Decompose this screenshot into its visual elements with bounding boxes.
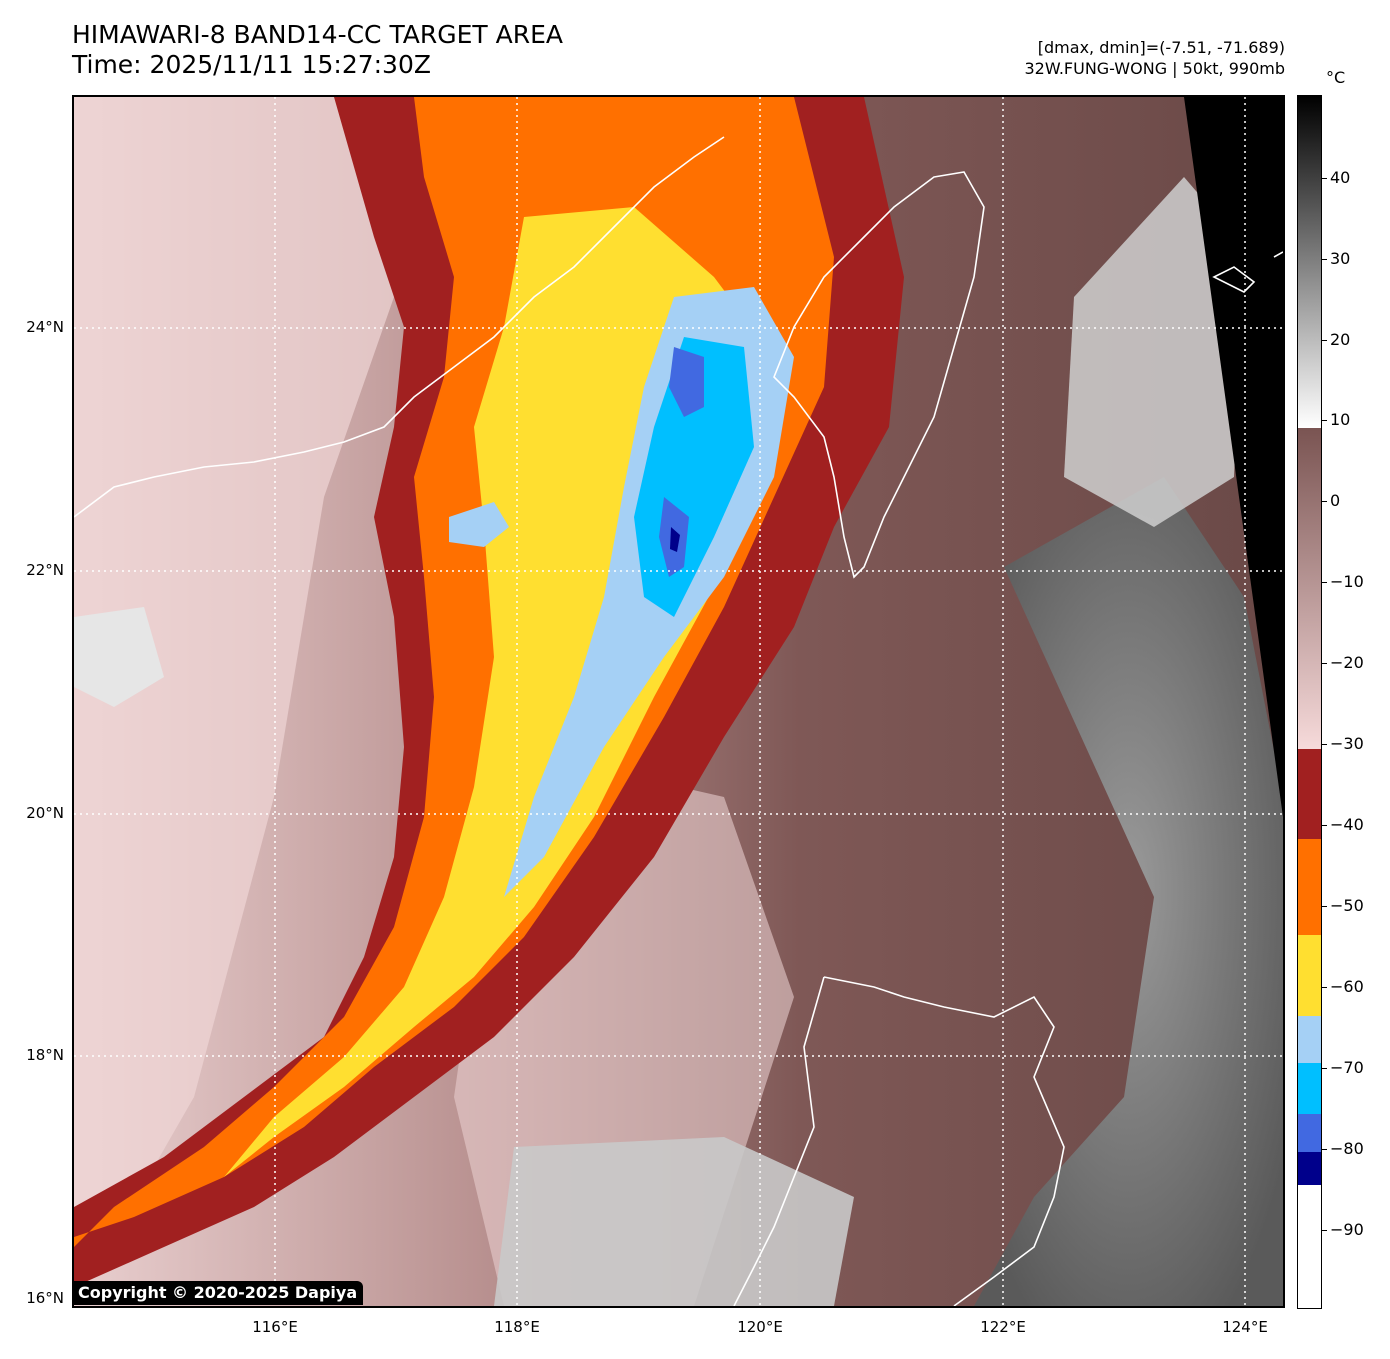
colorbar-dark-red-segment [1298,749,1321,839]
colorbar-scale [1298,96,1321,1308]
colorbar-tick-mark [1322,501,1327,502]
colorbar-tick-label: −20 [1330,653,1364,672]
colorbar-tick-mark [1322,1230,1327,1231]
satellite-image [74,97,1283,1306]
colorbar-orange-segment [1298,839,1321,935]
lon-label-116e: 116°E [252,1318,298,1336]
colorbar-tick-label: −10 [1330,572,1364,591]
colorbar-tick-label: −70 [1330,1058,1364,1077]
colorbar-tick-label: 10 [1330,410,1351,429]
colorbar-unit: °C [1326,68,1346,87]
colorbar-tick-mark [1322,259,1327,260]
colorbar-tick-mark [1322,825,1327,826]
gray-warm-region-east [974,477,1283,1306]
figure-title: HIMAWARI-8 BAND14-CC TARGET AREA Time: 20… [72,20,563,80]
china-coastline [74,136,725,518]
colorbar-tick-mark [1322,420,1327,421]
colorbar-tick-label: −30 [1330,734,1364,753]
colorbar-tick-mark [1322,663,1327,664]
light-blue-cell [449,502,509,547]
colorbar-tick-label: 40 [1330,168,1351,187]
colorbar-blue-segment [1298,1114,1321,1152]
colorbar-tick-label: −60 [1330,977,1364,996]
blue-core-north [669,347,704,417]
colorbar-tick-label: −40 [1330,815,1364,834]
copyright-badge: Copyright © 2020-2025 Dapiya [74,1281,364,1305]
lon-label-118e: 118°E [494,1318,540,1336]
lon-label-120e: 120°E [737,1318,783,1336]
navy-core [670,527,680,552]
lat-label-24n: 24°N [26,318,64,336]
lat-label-18n: 18°N [26,1046,64,1064]
colorbar-tick-label: 20 [1330,330,1351,349]
taiwan-coastline [773,171,985,579]
colorbar-tick-mark [1322,987,1327,988]
storm-info-text: 32W.FUNG-WONG | 50kt, 990mb [1024,59,1285,78]
luzon-coastline-west [733,976,825,1306]
colorbar-tick-label: 30 [1330,249,1351,268]
dmax-dmin-text: [dmax, dmin]=(-7.51, -71.689) [1037,38,1285,57]
colorbar-tick-mark [1322,1068,1327,1069]
colorbar-white-segment [1298,1185,1321,1308]
title-line-2: Time: 2025/11/11 15:27:30Z [72,50,431,79]
colorbar-tick-label: −50 [1330,896,1364,915]
colorbar-navy-segment [1298,1152,1321,1185]
gray-cloud-northeast [1064,177,1244,527]
colorbar-light-blue-segment [1298,1016,1321,1063]
colorbar-yellow-segment [1298,935,1321,1016]
colorbar-tick-mark [1322,178,1327,179]
colorbar-cyan-segment [1298,1063,1321,1114]
lat-label-20n: 20°N [26,804,64,822]
lon-label-124e: 124°E [1222,1318,1268,1336]
colorbar-tick-mark [1322,582,1327,583]
colorbar-tick-mark [1322,906,1327,907]
colorbar-tick-mark [1322,744,1327,745]
title-line-1: HIMAWARI-8 BAND14-CC TARGET AREA [72,20,564,49]
satellite-map [72,95,1285,1308]
colorbar-brown-segment [1298,428,1321,749]
colorbar-tick-mark [1322,340,1327,341]
off-disk-area [1184,97,1283,817]
colorbar [1297,95,1322,1309]
colorbar-tick-label: −90 [1330,1220,1364,1239]
lat-label-16n: 16°N [26,1289,64,1307]
luzon-coastline-east [823,976,1065,1306]
pink-haze-west [74,97,394,1306]
colorbar-tick-label: −80 [1330,1139,1364,1158]
colorbar-tick-mark [1322,1149,1327,1150]
gray-cloud-south [494,1137,854,1306]
ryukyu-islands [1212,251,1283,293]
colorbar-tick-label: 0 [1330,491,1341,510]
lat-label-22n: 22°N [26,561,64,579]
gray-cloud-west [74,607,164,707]
coastlines [74,136,1283,1306]
colorbar-warm-segment [1298,96,1321,428]
storm-meta: [dmax, dmin]=(-7.51, -71.689) 32W.FUNG-W… [1024,37,1285,79]
lon-label-122e: 122°E [980,1318,1026,1336]
